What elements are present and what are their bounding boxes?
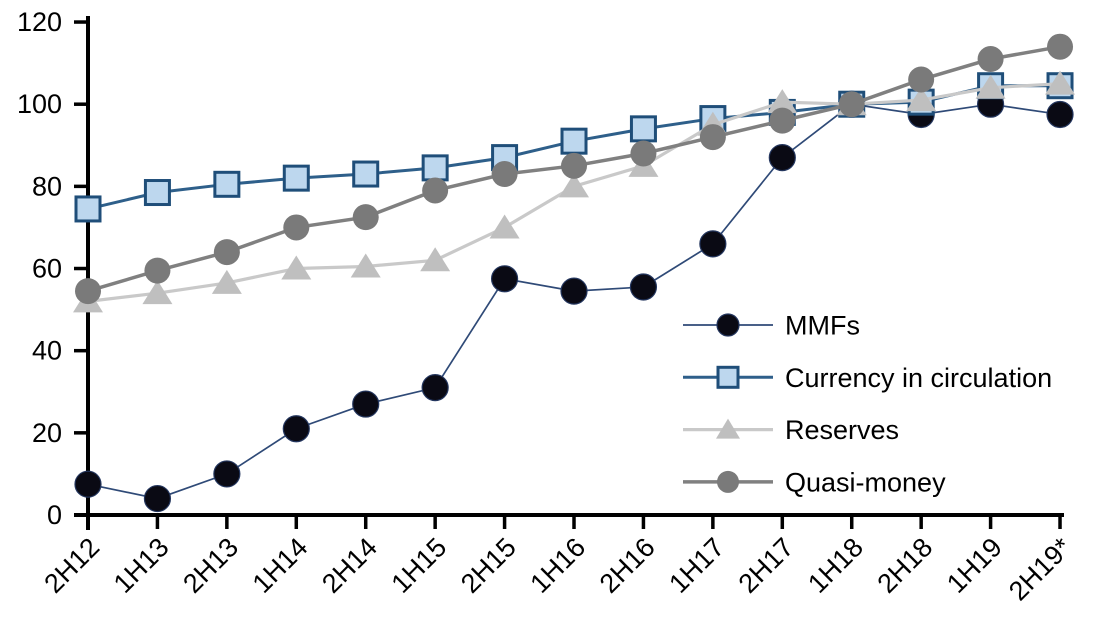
data-point-marker	[630, 140, 657, 167]
y-tick-label: 80	[32, 171, 62, 201]
data-point-marker	[74, 195, 102, 223]
data-point-marker	[717, 470, 739, 493]
x-tick-label: 2H15	[455, 532, 522, 599]
data-point-marker	[629, 273, 658, 301]
y-tick-label: 120	[17, 7, 62, 37]
x-axis-ticks: 2H12 1H13 2H13 1H14 2H14 1H15 2H15 1H16 2H16 1H17…	[38, 515, 1078, 607]
data-point-marker	[767, 89, 798, 114]
data-point-marker	[1045, 70, 1076, 95]
data-point-marker	[142, 280, 173, 305]
x-tick-label: 1H15	[386, 532, 453, 599]
data-point-marker	[699, 230, 727, 258]
data-point-marker	[282, 164, 310, 192]
y-tick-label: 0	[47, 500, 62, 530]
y-tick-label: 60	[32, 254, 62, 284]
data-point-marker	[421, 374, 449, 402]
y-tick-label: 100	[17, 89, 62, 119]
data-point-marker	[352, 160, 380, 188]
x-tick-label: 1H18	[802, 532, 869, 599]
data-point-marker	[422, 177, 449, 204]
data-point-marker	[768, 144, 796, 172]
legend-entry: MMFs	[683, 311, 860, 341]
legend-entry: Quasi-money	[683, 467, 946, 497]
axes	[74, 16, 1064, 530]
data-point-marker	[699, 124, 726, 151]
data-point-marker	[716, 313, 740, 337]
x-tick-label: 1H14	[247, 532, 314, 599]
data-point-marker	[490, 265, 519, 293]
data-point-marker	[350, 253, 381, 278]
data-point-marker	[75, 278, 101, 305]
data-point-marker	[74, 470, 102, 498]
data-point-marker	[906, 87, 937, 112]
legend-entry: Reserves	[683, 415, 899, 445]
data-point-marker	[977, 46, 1004, 73]
data-point-marker	[281, 255, 312, 280]
series-mmfs	[74, 90, 1074, 513]
data-point-marker	[213, 239, 240, 266]
data-point-marker	[716, 365, 740, 389]
data-point-marker	[489, 214, 520, 239]
data-point-marker	[838, 91, 865, 118]
data-point-marker	[908, 66, 935, 93]
data-point-marker	[559, 173, 590, 198]
legend: MMFs Currency in circulation Reserves Quasi…	[683, 311, 1052, 497]
data-point-marker	[143, 179, 171, 207]
x-tick-label: 1H13	[108, 532, 175, 599]
y-tick-label: 40	[32, 336, 62, 366]
x-tick-label: 2H17	[733, 532, 800, 599]
x-tick-label: 2H16	[594, 532, 661, 599]
data-point-marker	[211, 269, 242, 294]
x-tick-label: 1H16	[524, 532, 591, 599]
legend-label: Currency in circulation	[785, 363, 1052, 393]
data-point-marker	[560, 127, 588, 155]
data-point-marker	[560, 277, 588, 305]
data-point-marker	[561, 152, 588, 179]
y-tick-label: 20	[32, 418, 62, 448]
data-point-marker	[352, 390, 380, 418]
x-tick-label: 2H13	[177, 532, 244, 599]
data-point-marker	[352, 204, 379, 231]
x-tick-label: 2H14	[316, 532, 383, 599]
data-point-marker	[282, 415, 310, 443]
x-tick-label: 1H17	[663, 532, 730, 599]
data-point-marker	[213, 170, 241, 198]
data-point-marker	[143, 484, 172, 513]
data-point-marker	[144, 257, 171, 284]
x-tick-label: 1H19	[941, 532, 1008, 599]
data-point-marker	[975, 74, 1006, 99]
y-axis-ticks: 0 20 40 60 80 100 120	[17, 7, 88, 530]
data-point-marker	[283, 214, 310, 241]
data-point-marker	[491, 161, 518, 188]
data-point-marker	[1046, 100, 1074, 129]
data-point-marker	[716, 418, 740, 439]
legend-label: MMFs	[785, 311, 860, 341]
data-point-marker	[213, 460, 241, 488]
data-point-marker	[629, 115, 657, 143]
legend-entry: Currency in circulation	[683, 363, 1052, 393]
data-point-marker	[420, 247, 451, 272]
x-tick-label: 2H12	[38, 532, 105, 599]
data-point-marker	[769, 107, 796, 134]
series-quasi-money	[75, 33, 1074, 305]
data-point-marker	[421, 154, 449, 182]
legend-label: Quasi-money	[785, 467, 946, 497]
x-tick-label: 2H18	[872, 532, 939, 599]
data-point-marker	[1047, 33, 1074, 60]
legend-label: Reserves	[785, 415, 899, 445]
x-tick-label: 2H19*	[1003, 532, 1078, 607]
